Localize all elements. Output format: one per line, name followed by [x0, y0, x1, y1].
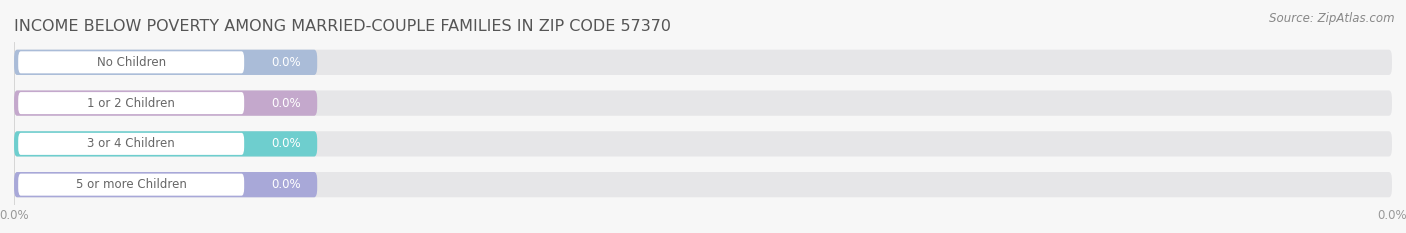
- FancyBboxPatch shape: [14, 90, 1392, 116]
- Text: No Children: No Children: [97, 56, 166, 69]
- FancyBboxPatch shape: [14, 131, 318, 157]
- FancyBboxPatch shape: [18, 174, 245, 196]
- Text: 3 or 4 Children: 3 or 4 Children: [87, 137, 176, 150]
- FancyBboxPatch shape: [14, 131, 1392, 157]
- Text: 0.0%: 0.0%: [271, 178, 301, 191]
- Text: 0.0%: 0.0%: [271, 97, 301, 110]
- FancyBboxPatch shape: [14, 50, 318, 75]
- Text: Source: ZipAtlas.com: Source: ZipAtlas.com: [1270, 12, 1395, 25]
- Text: 0.0%: 0.0%: [271, 137, 301, 150]
- FancyBboxPatch shape: [14, 172, 1392, 197]
- Text: 1 or 2 Children: 1 or 2 Children: [87, 97, 176, 110]
- Text: 0.0%: 0.0%: [271, 56, 301, 69]
- Text: 5 or more Children: 5 or more Children: [76, 178, 187, 191]
- FancyBboxPatch shape: [14, 90, 318, 116]
- FancyBboxPatch shape: [14, 50, 1392, 75]
- FancyBboxPatch shape: [18, 133, 245, 155]
- FancyBboxPatch shape: [14, 172, 318, 197]
- FancyBboxPatch shape: [18, 51, 245, 73]
- FancyBboxPatch shape: [18, 92, 245, 114]
- Text: INCOME BELOW POVERTY AMONG MARRIED-COUPLE FAMILIES IN ZIP CODE 57370: INCOME BELOW POVERTY AMONG MARRIED-COUPL…: [14, 19, 671, 34]
